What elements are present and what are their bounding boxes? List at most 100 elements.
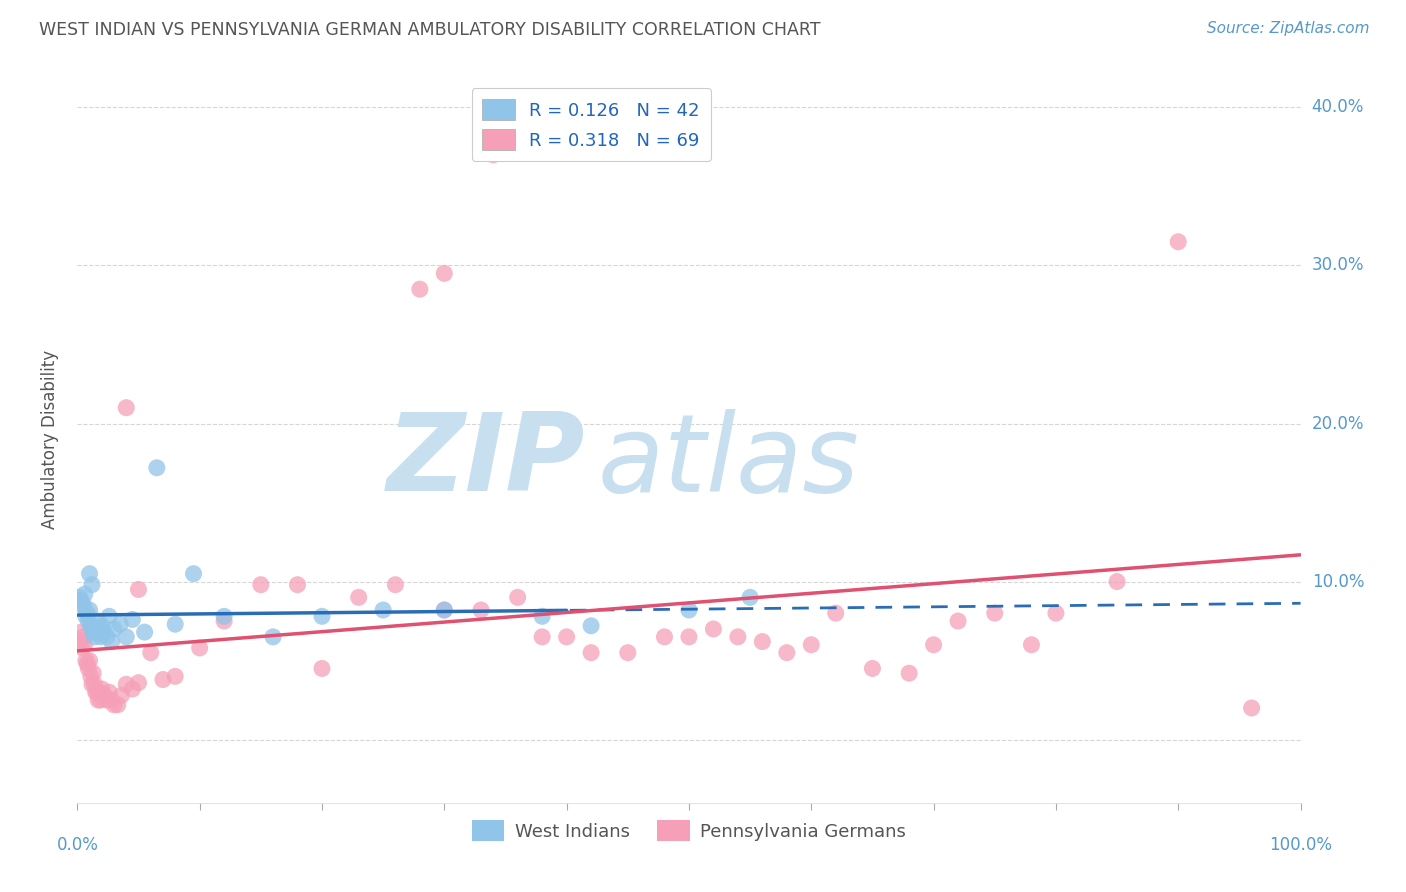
- Point: [103, 698, 125, 712]
- Point: [70, 640, 93, 655]
- Point: [188, 640, 211, 655]
- Point: [76, 657, 98, 671]
- Point: [77, 661, 100, 675]
- Point: [93, 689, 115, 703]
- Point: [165, 617, 187, 632]
- Point: [579, 646, 602, 660]
- Point: [531, 609, 554, 624]
- Y-axis label: Ambulatory Disability: Ambulatory Disability: [41, 350, 59, 529]
- Point: [98, 609, 121, 624]
- Point: [470, 603, 492, 617]
- Point: [311, 609, 333, 624]
- Point: [371, 603, 394, 617]
- Point: [115, 630, 138, 644]
- Point: [108, 617, 131, 632]
- Point: [72, 630, 94, 644]
- Text: 0.0%: 0.0%: [56, 836, 98, 855]
- Point: [1167, 235, 1189, 249]
- Text: 100.0%: 100.0%: [1270, 836, 1331, 855]
- Point: [311, 661, 333, 675]
- Point: [75, 654, 97, 668]
- Point: [89, 622, 111, 636]
- Point: [678, 603, 700, 617]
- Text: 40.0%: 40.0%: [1312, 98, 1364, 117]
- Point: [72, 599, 94, 613]
- Point: [127, 582, 149, 597]
- Point: [76, 606, 98, 620]
- Point: [506, 591, 529, 605]
- Point: [84, 620, 107, 634]
- Text: 30.0%: 30.0%: [1312, 257, 1364, 275]
- Point: [555, 630, 578, 644]
- Legend: West Indians, Pennsylvania Germans: West Indians, Pennsylvania Germans: [464, 813, 914, 848]
- Point: [250, 578, 273, 592]
- Point: [89, 685, 111, 699]
- Point: [1021, 638, 1043, 652]
- Point: [347, 591, 370, 605]
- Point: [776, 646, 799, 660]
- Point: [183, 566, 205, 581]
- Point: [83, 677, 105, 691]
- Point: [121, 612, 143, 626]
- Point: [127, 675, 149, 690]
- Point: [100, 634, 122, 648]
- Point: [70, 599, 93, 613]
- Text: atlas: atlas: [598, 409, 859, 514]
- Point: [702, 622, 724, 636]
- Point: [96, 693, 118, 707]
- Point: [531, 630, 554, 644]
- Point: [1240, 701, 1263, 715]
- Point: [579, 619, 602, 633]
- Point: [165, 669, 187, 683]
- Point: [433, 603, 456, 617]
- Text: WEST INDIAN VS PENNSYLVANIA GERMAN AMBULATORY DISABILITY CORRELATION CHART: WEST INDIAN VS PENNSYLVANIA GERMAN AMBUL…: [39, 21, 821, 39]
- Point: [80, 578, 103, 592]
- Point: [73, 638, 96, 652]
- Point: [409, 282, 432, 296]
- Point: [80, 622, 103, 636]
- Point: [80, 669, 103, 683]
- Point: [84, 685, 107, 699]
- Point: [678, 630, 700, 644]
- Point: [946, 614, 969, 628]
- Point: [103, 622, 125, 636]
- Point: [115, 677, 138, 691]
- Point: [1107, 574, 1129, 589]
- Point: [90, 681, 112, 696]
- Point: [90, 693, 112, 707]
- Point: [110, 689, 132, 703]
- Point: [751, 634, 773, 648]
- Point: [482, 148, 505, 162]
- Point: [824, 606, 846, 620]
- Text: 10.0%: 10.0%: [1312, 573, 1364, 591]
- Point: [69, 634, 91, 648]
- Point: [212, 609, 235, 624]
- Point: [984, 606, 1007, 620]
- Point: [87, 693, 110, 707]
- Point: [80, 677, 103, 691]
- Point: [100, 693, 122, 707]
- Point: [212, 614, 235, 628]
- Point: [83, 630, 105, 644]
- Point: [433, 603, 456, 617]
- Point: [384, 578, 406, 592]
- Point: [79, 566, 101, 581]
- Point: [433, 266, 456, 280]
- Point: [87, 614, 110, 628]
- Point: [96, 630, 118, 644]
- Point: [79, 654, 101, 668]
- Point: [740, 591, 762, 605]
- Point: [617, 646, 640, 660]
- Point: [70, 625, 93, 640]
- Point: [79, 603, 101, 617]
- Point: [98, 685, 121, 699]
- Point: [152, 673, 174, 687]
- Point: [1045, 606, 1067, 620]
- Point: [82, 666, 104, 681]
- Point: [93, 625, 115, 640]
- Point: [654, 630, 676, 644]
- Point: [82, 625, 104, 640]
- Point: [146, 460, 169, 475]
- Point: [73, 587, 96, 601]
- Point: [86, 685, 108, 699]
